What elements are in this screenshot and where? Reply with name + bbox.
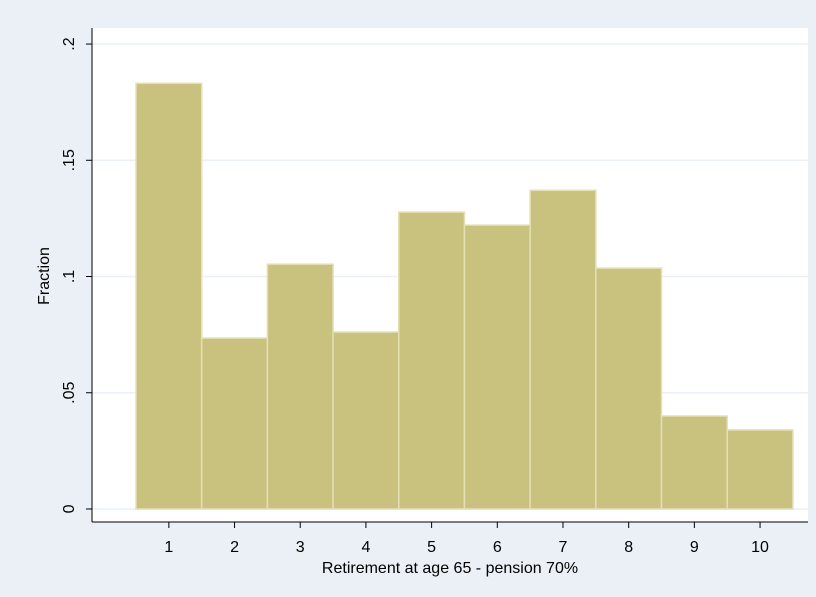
x-tick-label: 2 [230,539,239,556]
x-tick-label: 5 [427,539,436,556]
bar [398,211,466,510]
x-tick-label: 9 [690,539,699,556]
x-tick-label: 3 [296,539,305,556]
y-tick-label: 0 [61,504,78,513]
bar [463,224,531,510]
bar [726,429,794,510]
x-tick-label: 10 [751,539,769,556]
y-tick-label: .2 [61,37,78,50]
y-tick-label: .1 [61,270,78,283]
x-tick-label: 4 [361,539,370,556]
bar [595,267,663,510]
y-tick-label: .05 [61,382,78,404]
x-tick-label: 8 [624,539,633,556]
x-tick-label: 6 [493,539,502,556]
y-tick-label: .15 [61,149,78,171]
bar [200,337,269,510]
bar [135,82,203,510]
bar [660,415,728,510]
x-axis-title: Retirement at age 65 - pension 70% [322,560,578,577]
y-axis-title: Fraction [36,247,53,305]
x-tick-label: 1 [164,539,173,556]
x-tick-label: 7 [559,539,568,556]
bar [266,263,334,510]
bar [332,331,400,510]
bar [529,189,597,510]
